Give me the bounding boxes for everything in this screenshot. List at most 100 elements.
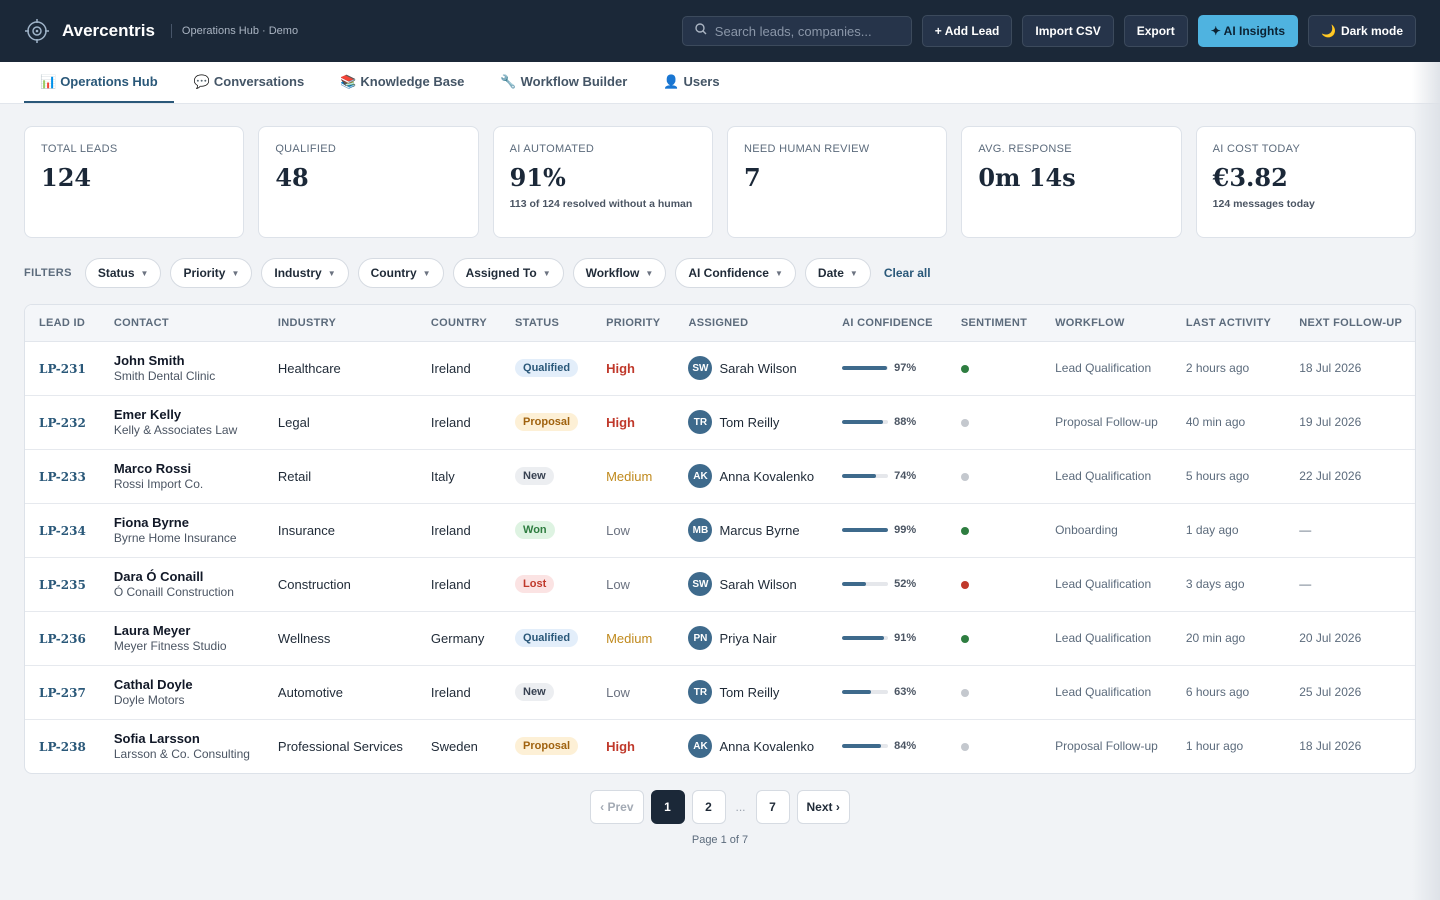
filter-chip-ai-confidence[interactable]: AI Confidence ▼ xyxy=(675,258,796,288)
page-2-button[interactable]: 2 xyxy=(691,790,726,824)
avatar: MB xyxy=(688,518,713,542)
tab-conversations[interactable]: 💬 Conversations xyxy=(178,62,321,103)
column-header-priority[interactable]: PRIORITY xyxy=(592,305,675,342)
table-row[interactable]: LP-238 Sofia Larsson Larsson & Co. Consult… xyxy=(25,719,1415,773)
table-row[interactable]: LP-231 John Smith Smith Dental Clinic Healt… xyxy=(25,341,1415,396)
cell-next-followup: 19 Jul 2026 xyxy=(1285,395,1415,450)
priority-label: Low xyxy=(606,522,630,538)
lead-id-link[interactable]: LP-235 xyxy=(39,577,86,592)
filter-chip-status[interactable]: Status ▼ xyxy=(84,258,162,288)
brand-name: Avercentris xyxy=(62,21,155,40)
contact-name[interactable]: John Smith xyxy=(113,353,185,368)
column-header-country[interactable]: COUNTRY xyxy=(416,305,502,342)
sentiment-positive-icon xyxy=(960,364,969,373)
lead-id-link[interactable]: LP-238 xyxy=(39,739,86,754)
cell-workflow: Lead Qualification xyxy=(1041,341,1172,396)
confidence-bar-track xyxy=(842,420,889,424)
tab-label: Users xyxy=(683,74,720,89)
next-page-button[interactable]: Next › xyxy=(796,790,850,824)
lead-id-link[interactable]: LP-236 xyxy=(39,631,86,646)
filter-chip-country[interactable]: Country ▼ xyxy=(357,258,444,288)
lead-id-link[interactable]: LP-231 xyxy=(39,361,86,376)
column-header-contact[interactable]: CONTACT xyxy=(99,305,264,342)
moon-icon: 🌙 xyxy=(1321,24,1336,38)
search-box[interactable] xyxy=(681,16,912,46)
table-row[interactable]: LP-233 Marco Rossi Rossi Import Co. Retail I… xyxy=(25,449,1415,504)
assigned-user: TR Tom Reilly xyxy=(688,680,814,704)
contact-company: Ó Conaill Construction xyxy=(113,585,234,599)
cell-country: Italy xyxy=(416,449,502,504)
column-header-industry[interactable]: INDUSTRY xyxy=(263,305,417,342)
cell-assigned: TR Tom Reilly xyxy=(674,665,829,720)
contact-name[interactable]: Emer Kelly xyxy=(113,407,182,422)
chevron-down-icon: ▼ xyxy=(231,268,240,278)
contact-name[interactable]: Marco Rossi xyxy=(113,461,192,476)
contact-name[interactable]: Dara Ó Conaill xyxy=(113,569,204,584)
pagination: ‹ Prev 1 2 ... 7 Next › xyxy=(0,790,1440,824)
column-header-next-follow-up[interactable]: NEXT FOLLOW-UP xyxy=(1285,305,1415,342)
lead-id-link[interactable]: LP-237 xyxy=(39,685,86,700)
status-badge: Lost xyxy=(515,575,555,593)
cell-assigned: SW Sarah Wilson xyxy=(674,341,829,396)
cell-status: Qualified xyxy=(501,341,593,396)
tab-operations-hub[interactable]: 📊 Operations Hub xyxy=(24,62,174,103)
lead-id-link[interactable]: LP-233 xyxy=(39,469,86,484)
table-row[interactable]: LP-232 Emer Kelly Kelly & Associates Law Le… xyxy=(25,395,1415,450)
filter-chip-assigned-to[interactable]: Assigned To ▼ xyxy=(452,258,564,288)
column-header-last-activity[interactable]: LAST ACTIVITY xyxy=(1171,305,1286,342)
confidence-value: 91% xyxy=(894,632,917,644)
table-row[interactable]: LP-237 Cathal Doyle Doyle Motors Automotive… xyxy=(25,665,1415,720)
cell-next-followup: 25 Jul 2026 xyxy=(1285,665,1415,720)
column-header-status[interactable]: STATUS xyxy=(501,305,593,342)
add-lead-button[interactable]: + Add Lead xyxy=(921,15,1013,47)
cell-sentiment xyxy=(946,449,1042,504)
table-row[interactable]: LP-235 Dara Ó Conaill Ó Conaill Constructi… xyxy=(25,557,1415,612)
filter-chip-date[interactable]: Date ▼ xyxy=(804,258,871,288)
contact-name[interactable]: Fiona Byrne xyxy=(113,515,189,530)
clear-all-filters-link[interactable]: Clear all xyxy=(883,266,931,280)
import-csv-button[interactable]: Import CSV xyxy=(1022,15,1114,47)
search-input[interactable] xyxy=(714,23,899,39)
cell-last-activity: 1 hour ago xyxy=(1185,739,1244,754)
cell-last-activity: 5 hours ago xyxy=(1171,449,1286,504)
filter-chip-industry[interactable]: Industry ▼ xyxy=(261,258,349,288)
filter-chip-label: AI Confidence xyxy=(688,266,769,280)
contact-name[interactable]: Cathal Doyle xyxy=(113,677,193,692)
contact-name[interactable]: Laura Meyer xyxy=(113,623,191,638)
table-row[interactable]: LP-236 Laura Meyer Meyer Fitness Studio Wel… xyxy=(25,611,1415,666)
contact-name[interactable]: Sofia Larsson xyxy=(113,731,200,747)
column-header-sentiment[interactable]: SENTIMENT xyxy=(946,305,1042,342)
tab-knowledge-base[interactable]: 📚 Knowledge Base xyxy=(324,62,480,103)
filter-chip-workflow[interactable]: Workflow ▼ xyxy=(572,258,667,288)
cell-workflow: Lead Qualification xyxy=(1041,611,1172,666)
tab-workflow-builder[interactable]: 🔧 Workflow Builder xyxy=(484,62,643,103)
filter-chip-priority[interactable]: Priority ▼ xyxy=(170,258,253,288)
ai-insights-button[interactable]: ✦ AI Insights xyxy=(1197,15,1299,47)
cell-sentiment xyxy=(946,611,1042,666)
lead-id-link[interactable]: LP-234 xyxy=(39,523,86,538)
column-header-assigned[interactable]: ASSIGNED xyxy=(674,305,829,342)
confidence-bar-track xyxy=(842,582,889,586)
export-button[interactable]: Export xyxy=(1123,15,1188,47)
lead-id-link[interactable]: LP-232 xyxy=(39,415,86,430)
tab-users[interactable]: 👤 Users xyxy=(647,62,735,103)
table-row[interactable]: LP-234 Fiona Byrne Byrne Home Insurance Ins… xyxy=(25,503,1415,558)
column-header-ai-confidence[interactable]: AI CONFIDENCE xyxy=(828,305,947,342)
column-header-lead-id[interactable]: LEAD ID xyxy=(25,305,100,342)
kpi-label: AI COST TODAY xyxy=(1212,143,1301,155)
kpi-value: 124 xyxy=(41,163,92,192)
cell-priority: Low xyxy=(592,557,675,612)
dark-mode-button[interactable]: 🌙 Dark mode xyxy=(1308,15,1416,47)
cell-workflow: Onboarding xyxy=(1041,503,1172,558)
confidence-bar-fill xyxy=(842,420,883,424)
page-last-button[interactable]: 7 xyxy=(755,790,790,824)
cell-lead-id: LP-235 xyxy=(25,557,100,612)
confidence-bar-fill xyxy=(842,582,867,586)
page-1-button[interactable]: 1 xyxy=(650,790,685,824)
table-header-row: LEAD ID CONTACT INDUSTRY COUNTRY STATUS PRIOR… xyxy=(25,305,1415,342)
filter-chip-label: Country xyxy=(370,266,417,280)
chevron-down-icon: ▼ xyxy=(542,268,551,278)
top-actions: + Add Lead Import CSV Export ✦ AI Insigh… xyxy=(681,15,1416,47)
prev-page-button[interactable]: ‹ Prev xyxy=(590,790,644,824)
column-header-workflow[interactable]: WORKFLOW xyxy=(1041,305,1172,342)
